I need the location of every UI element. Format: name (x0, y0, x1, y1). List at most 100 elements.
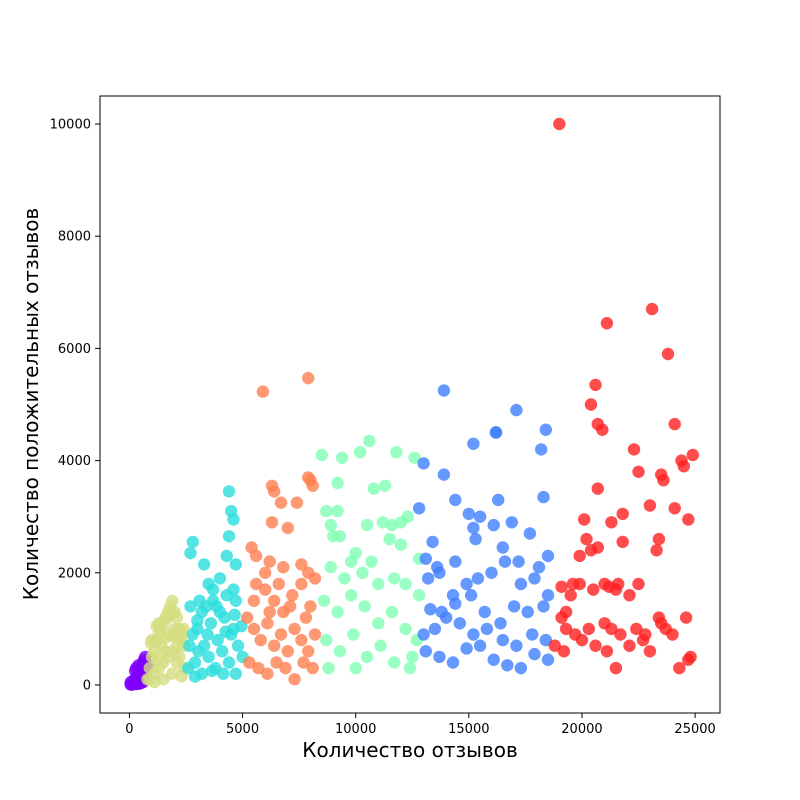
scatter-point (668, 502, 681, 515)
scatter-point (200, 600, 213, 613)
scatter-point (467, 521, 480, 535)
scatter-point (469, 532, 482, 546)
scatter-point (261, 617, 274, 630)
y-tick-label: 8000 (58, 230, 91, 245)
scatter-point (205, 664, 219, 678)
scatter-point (686, 448, 699, 462)
scatter-point (609, 661, 623, 675)
scatter-point (192, 645, 205, 658)
scatter-point (564, 589, 577, 602)
scatter-point (249, 549, 263, 563)
x-tick-label: 15000 (448, 722, 489, 737)
scatter-point (523, 527, 537, 540)
scatter-point (652, 532, 666, 546)
scatter-point (464, 589, 478, 602)
scatter-point (661, 347, 675, 361)
scatter-point (345, 555, 358, 568)
scatter-point (501, 659, 514, 672)
scatter-point (388, 572, 401, 585)
scatter-point (614, 628, 627, 641)
scatter-point (537, 600, 550, 613)
scatter-point (374, 639, 387, 652)
scatter-point (473, 639, 487, 652)
scatter-point (419, 552, 432, 565)
scatter-point (677, 460, 690, 473)
scatter-point (587, 583, 600, 596)
scatter-point (144, 636, 158, 650)
scatter-point (433, 566, 446, 579)
scatter-point (290, 496, 304, 509)
scatter-point (270, 656, 283, 669)
scatter-point (496, 633, 509, 647)
scatter-point (263, 555, 276, 568)
scatter-point (673, 661, 686, 675)
scatter-point (324, 518, 337, 532)
scatter-point (478, 605, 491, 619)
scatter-point (277, 561, 290, 574)
scatter-point (650, 544, 663, 557)
scatter-point (240, 611, 254, 624)
scatter-point (460, 642, 473, 655)
scatter-point (295, 633, 308, 647)
scatter-point (417, 628, 430, 641)
scatter-point (537, 490, 550, 504)
scatter-point (505, 516, 518, 529)
scatter-point (191, 622, 204, 636)
scatter-point (580, 532, 593, 546)
scatter-point (399, 622, 412, 636)
scatter-point (616, 535, 629, 549)
scatter-point (412, 589, 426, 602)
scatter-point (512, 555, 525, 568)
scatter-point (166, 594, 179, 607)
scatter-point (219, 625, 232, 638)
scatter-point (268, 639, 281, 652)
scatter-point (449, 555, 462, 568)
scatter-point (609, 583, 623, 596)
scatter-point (152, 617, 165, 630)
scatter-point (573, 577, 586, 591)
scatter-point (471, 572, 485, 585)
scatter-point (184, 546, 197, 560)
scatter-point (417, 457, 430, 470)
scatter-point (630, 622, 643, 636)
scatter-point (643, 499, 657, 512)
scatter-point (222, 485, 236, 498)
scatter-point (657, 474, 670, 487)
scatter-point (487, 518, 500, 532)
scatter-point (528, 572, 541, 585)
scatter-point (541, 589, 555, 602)
scatter-point (335, 451, 349, 464)
scatter-point (521, 605, 534, 619)
scatter-point (188, 656, 202, 669)
scatter-point (222, 656, 236, 669)
scatter-point (541, 653, 555, 666)
scatter-point (206, 583, 220, 596)
scatter-point (229, 558, 242, 571)
scatter-point (555, 580, 568, 593)
x-tick-label: 25000 (674, 722, 715, 737)
y-tick-label: 4000 (58, 454, 91, 469)
scatter-point (217, 667, 230, 680)
scatter-point (460, 577, 473, 591)
scatter-point (627, 443, 641, 456)
scatter-point (403, 661, 417, 675)
scatter-point (128, 664, 142, 678)
scatter-point (360, 650, 374, 664)
scatter-point (295, 558, 308, 571)
scatter-point (247, 622, 261, 636)
scatter-point (345, 589, 358, 602)
scatter-point (507, 600, 521, 613)
scatter-point (399, 577, 412, 591)
scatter-point (297, 656, 310, 669)
scatter-point (279, 661, 292, 675)
scatter-point (354, 446, 367, 459)
scatter-point (682, 513, 695, 526)
scatter-point (605, 516, 618, 529)
scatter-point (440, 611, 453, 624)
scatter-point (261, 667, 274, 680)
scatter-point (412, 502, 426, 515)
scatter-point (446, 656, 460, 669)
scatter-point (283, 600, 297, 613)
scatter-point (582, 622, 595, 636)
scatter-point (532, 561, 546, 574)
